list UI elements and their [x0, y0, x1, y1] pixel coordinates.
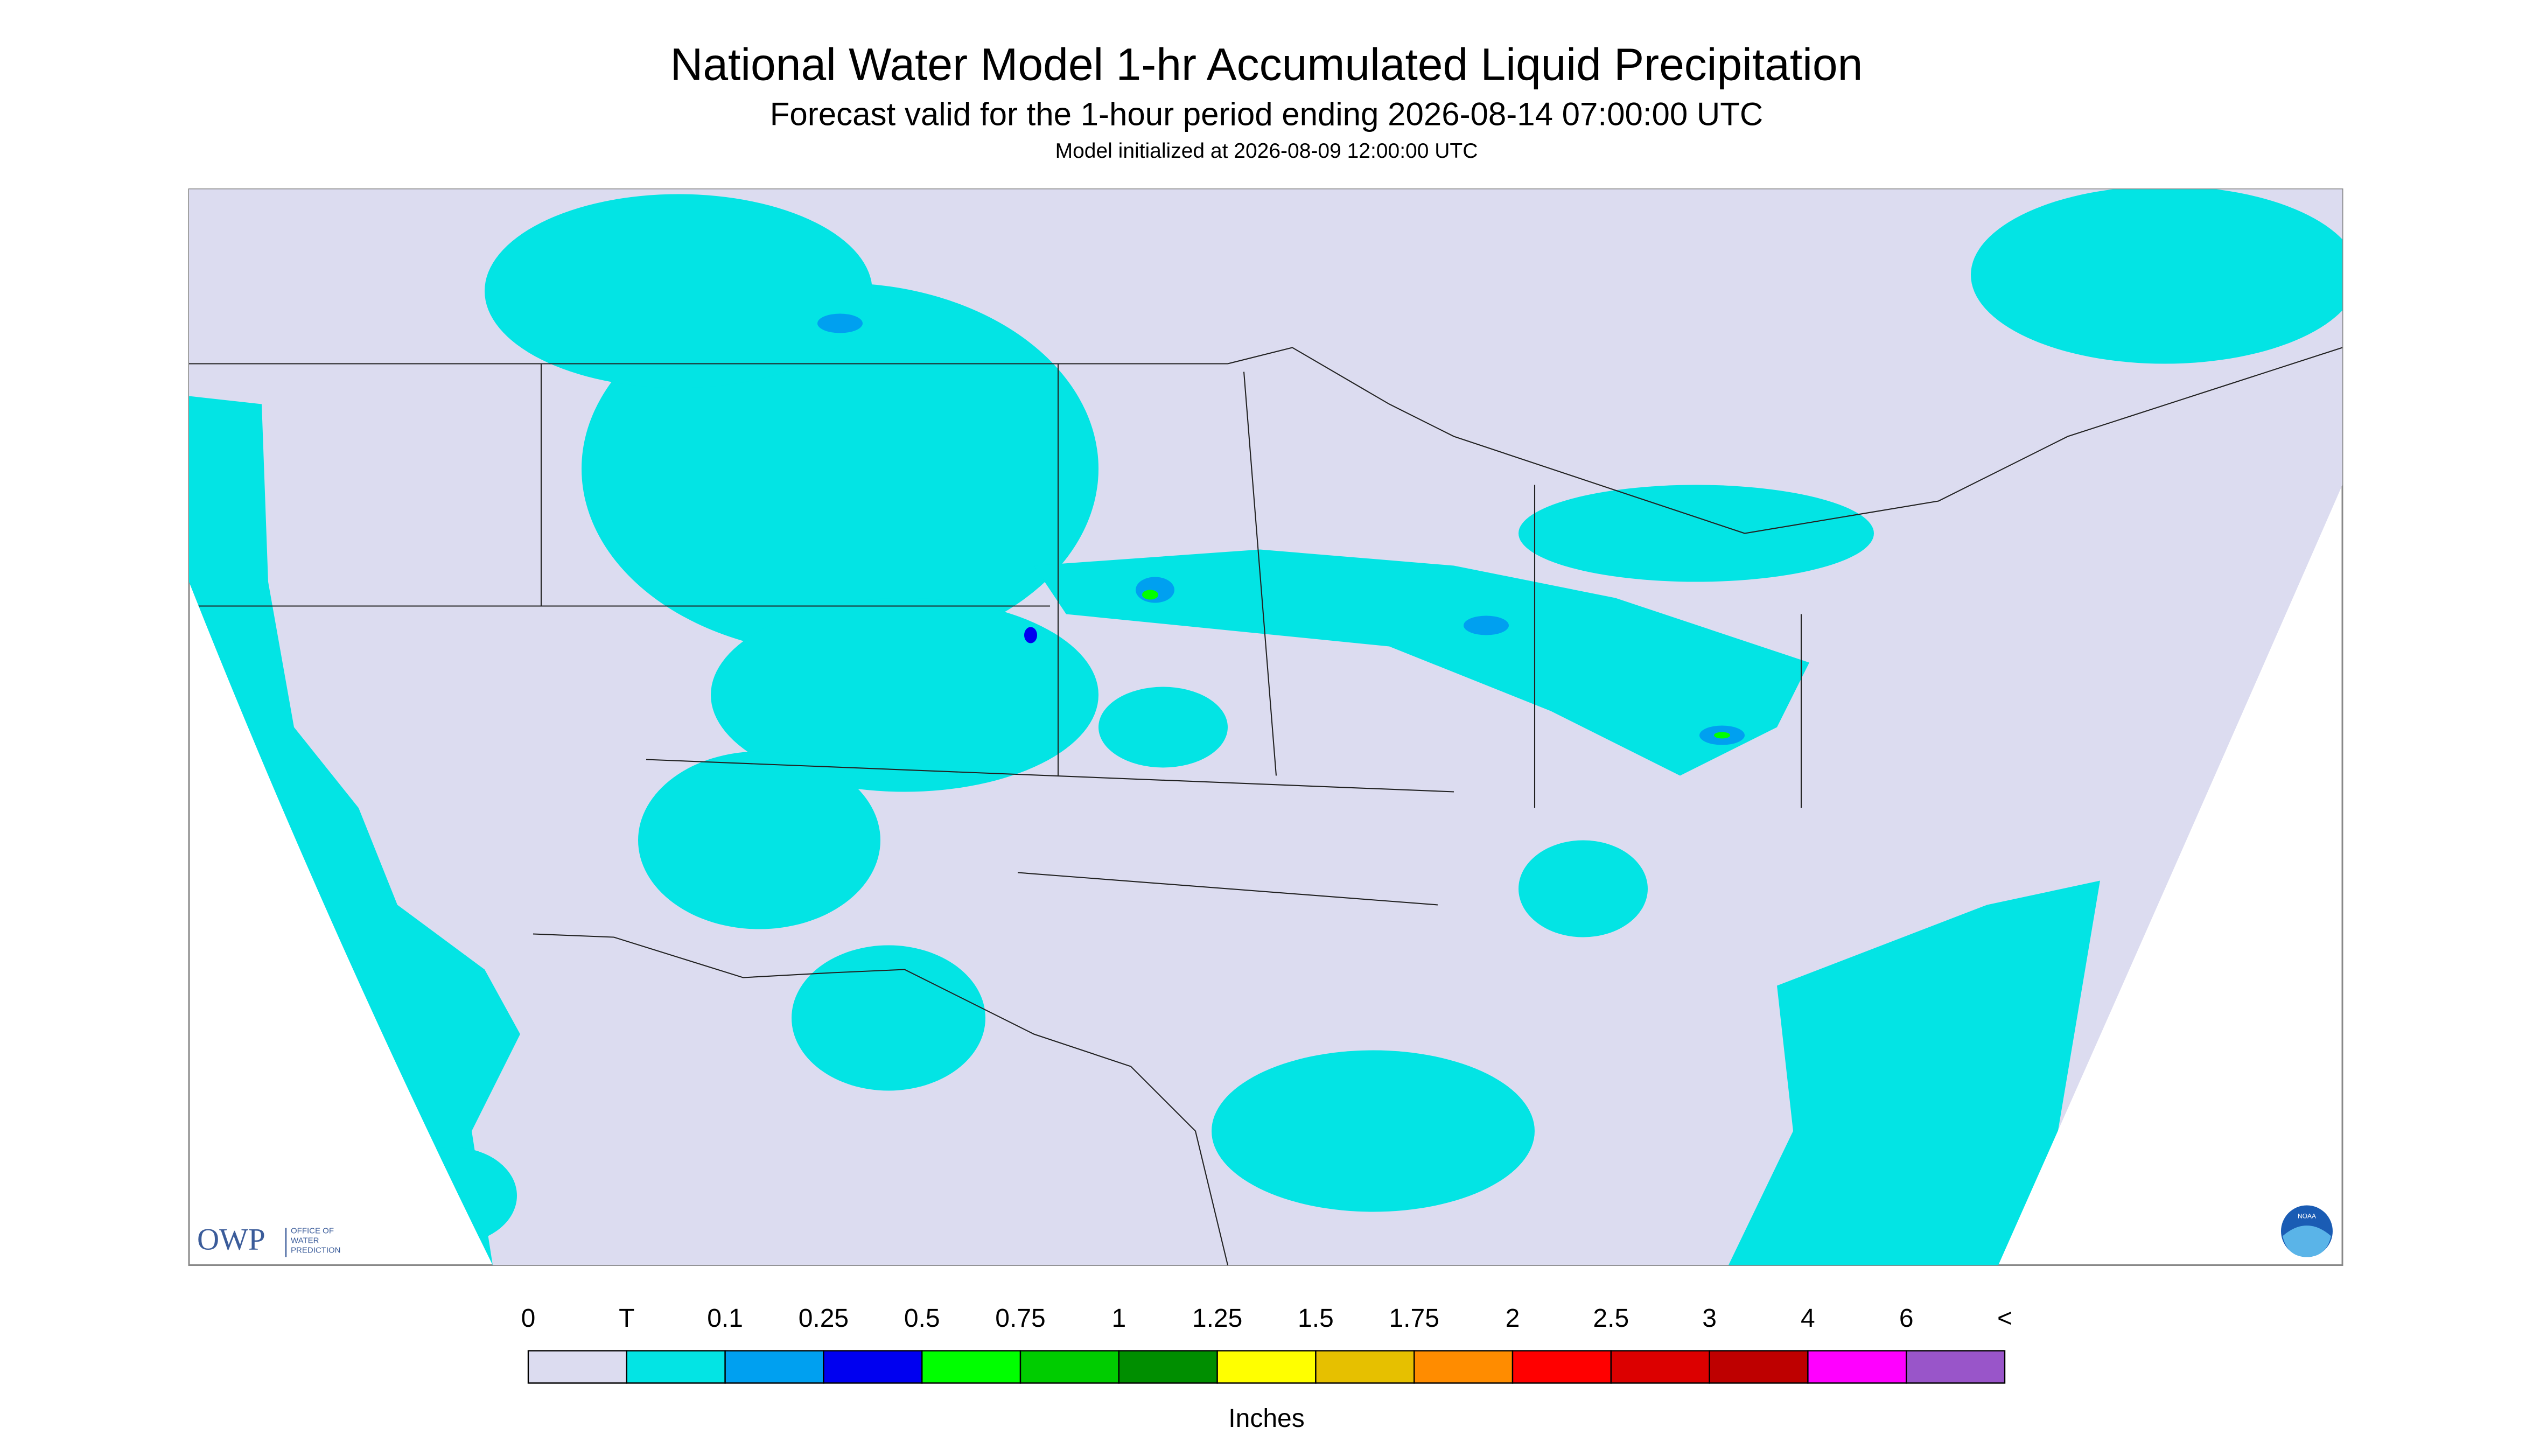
legend-label: 2 [1506, 1304, 1520, 1333]
legend-label: 0.75 [995, 1304, 1045, 1333]
legend-swatch [724, 1350, 824, 1384]
legend-swatch [626, 1350, 726, 1384]
legend-label: 2.5 [1593, 1304, 1629, 1333]
legend-swatch [1216, 1350, 1317, 1384]
owp-logo-line: PREDICTION [291, 1245, 341, 1255]
legend-swatch [1807, 1350, 1907, 1384]
legend-label: 3 [1702, 1304, 1717, 1333]
legend-swatch [1610, 1350, 1710, 1384]
legend-label: 0 [521, 1304, 536, 1333]
legend-swatch [1118, 1350, 1218, 1384]
legend-swatch [527, 1350, 628, 1384]
legend-label: 1.25 [1192, 1304, 1242, 1333]
legend-unit: Inches [1228, 1404, 1304, 1433]
legend-label: 1 [1111, 1304, 1126, 1333]
legend-swatch [1315, 1350, 1415, 1384]
precip-heavy [817, 313, 1745, 745]
owp-logo-text: OWP [197, 1223, 265, 1257]
legend: 0 T 0.1 0.25 0.5 0.75 1 1.25 1.5 1.75 2 2.5 3 4 6 < [521, 1304, 2012, 1384]
legend-label: < [1997, 1304, 2012, 1333]
borders [189, 347, 2342, 1265]
map [189, 189, 2342, 1265]
legend-label: 0.5 [904, 1304, 940, 1333]
owp-logo-line: WATER [291, 1236, 319, 1245]
legend-swatch [1905, 1350, 2006, 1384]
noaa-logo: NOAA [2281, 1205, 2333, 1257]
legend-label: 4 [1801, 1304, 1815, 1333]
legend-swatch [823, 1350, 923, 1384]
legend-label: 0.25 [799, 1304, 849, 1333]
legend-swatch [1709, 1350, 1809, 1384]
legend-label: T [619, 1304, 634, 1333]
owp-logo-line: OFFICE OF [291, 1226, 334, 1235]
legend-swatch [1414, 1350, 1514, 1384]
precip-trace [189, 189, 2342, 1265]
legend-swatch [1019, 1350, 1120, 1384]
legend-label: 0.1 [707, 1304, 743, 1333]
owp-logo: OWP OFFICE OF WATER PREDICTION [197, 1223, 341, 1257]
legend-label: 6 [1899, 1304, 1914, 1333]
init-note: Model initialized at 2026-08-09 12:00:00… [1055, 139, 1478, 163]
legend-label: 1.5 [1298, 1304, 1334, 1333]
noaa-logo-text: NOAA [2298, 1213, 2316, 1220]
legend-swatch [1512, 1350, 1612, 1384]
title: National Water Model 1-hr Accumulated Li… [670, 39, 1863, 90]
subtitle: Forecast valid for the 1-hour period end… [770, 96, 1763, 132]
legend-label: 1.75 [1389, 1304, 1439, 1333]
legend-swatch [921, 1350, 1021, 1384]
